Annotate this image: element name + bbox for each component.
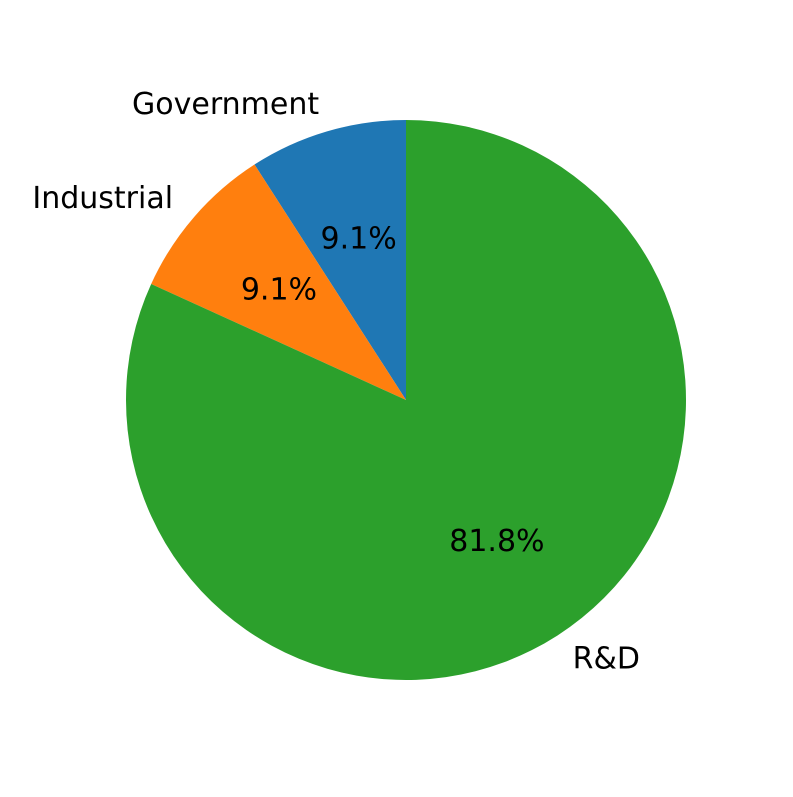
labels-layer: 9.1% Government 9.1% Industrial 81.8% R&D	[32, 87, 640, 677]
slices-layer	[126, 120, 687, 680]
pie-pct-label-government: 9.1%	[321, 221, 397, 256]
pie-slice-r-d	[126, 120, 687, 680]
pie-slice-government	[254, 120, 406, 400]
pie-pct-label-industrial: 9.1%	[241, 273, 317, 308]
pie-slice-industrial	[151, 164, 406, 400]
pie-pct-label-r-d: 81.8%	[449, 524, 544, 559]
pie-category-label-industrial: Industrial	[32, 181, 173, 216]
pie-category-label-r-d: R&D	[573, 642, 640, 677]
pie-category-label-government: Government	[132, 87, 319, 122]
